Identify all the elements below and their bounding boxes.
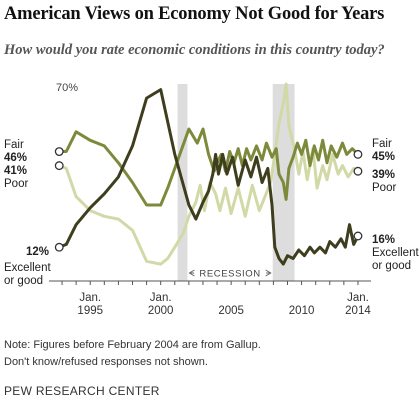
series-end-name-label: Fair <box>372 138 392 150</box>
series-end-value-label: 39% <box>372 169 395 181</box>
series-start-value-label: 41% <box>4 165 27 177</box>
note-line: Note: Figures before February 2004 are f… <box>4 339 261 351</box>
series-start-name-label: Fair <box>4 139 24 151</box>
series-lines <box>57 82 360 266</box>
recession-arrowhead <box>265 269 272 277</box>
series-start-value-label: 12% <box>26 246 49 258</box>
series-start-value-label: 46% <box>4 152 27 164</box>
x-tick-label: Jan. 2000 <box>148 292 174 317</box>
series-line-poor <box>57 82 360 266</box>
chart-subtitle: How would you rate economic conditions i… <box>4 42 385 58</box>
y-axis-top-label: 70% <box>56 82 78 94</box>
note-line: Don't know/refused responses not shown. <box>4 356 208 368</box>
x-tick-label: 2010 <box>289 305 315 317</box>
series-end-name-label: Poor <box>372 182 396 194</box>
source-credit: PEW RESEARCH CENTER <box>4 384 160 398</box>
series-end-marker <box>353 231 363 241</box>
series-end-marker <box>353 149 363 159</box>
series-line-fair <box>57 127 360 207</box>
chart-title: American Views on Economy Not Good for Y… <box>4 4 385 24</box>
x-tick-label: Jan. 1995 <box>77 292 103 317</box>
series-end-value-label: 45% <box>372 151 395 163</box>
recession-label: RECESSION <box>199 269 260 280</box>
series-end-value-label: 16% <box>372 234 395 246</box>
series-end-marker <box>353 166 363 176</box>
series-start-name-label: Poor <box>4 178 28 190</box>
series-labels: Fair46%Fair45%41%Poor39%Poor12%Excellent… <box>4 138 419 287</box>
x-tick-label: Jan. 2014 <box>345 292 371 317</box>
recession-arrowhead <box>188 269 195 277</box>
series-line-excellent <box>57 88 360 266</box>
series-start-marker <box>54 147 64 156</box>
series-end-name-label: Excellent or good <box>372 247 419 272</box>
chart-notes: Note: Figures before February 2004 are f… <box>4 337 261 371</box>
series-start-marker <box>54 161 64 171</box>
x-tick-label: 2005 <box>218 305 244 317</box>
x-axis-ticks: Jan. 1995 Jan. 2000 2005 2010 Jan. 2014 <box>61 281 371 317</box>
series-start-name-label: Excellent or good <box>4 262 51 287</box>
series-start-marker <box>54 242 64 252</box>
